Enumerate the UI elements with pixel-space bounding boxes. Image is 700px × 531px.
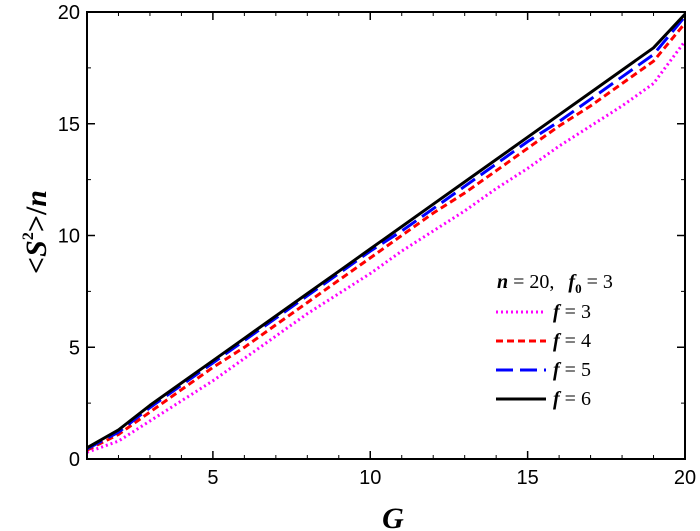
legend-header-n: n [497,271,508,293]
legend-label-eq: = 5 [560,359,591,381]
series-line-4 [86,13,687,450]
legend-label-var: f [553,388,562,410]
legend-label-var: f [553,301,562,323]
x-tick-label: 10 [359,467,381,489]
y-axis-title-lt: < [20,257,53,274]
y-axis-title-n: n [20,190,53,207]
x-tick-label: 5 [207,467,218,489]
y-axis-title-sup: 2 [20,232,37,240]
x-tick-label: 20 [674,467,696,489]
legend-header-f-eq: = 3 [582,271,613,293]
legend-label-eq: = 4 [560,330,591,352]
x-axis-title: G [382,502,404,531]
legend-label-var: f [553,359,562,381]
y-tick-label: 15 [58,114,80,136]
legend-header: n = 20, f0 = 3 [497,271,613,296]
series-layer [86,13,687,454]
legend-header-f-sub: 0 [575,281,582,296]
x-tick-label: 15 [517,467,539,489]
legend-label-4: f = 6 [553,388,591,410]
y-axis-title-gt: >/ [20,206,53,232]
legend-label-eq: = 6 [560,388,591,410]
series-line-1 [86,40,687,454]
legend-label-1: f = 3 [553,301,591,323]
legend-header-f: f [568,271,577,293]
plot-frame [86,11,686,460]
y-axis-title-s: S [20,240,53,257]
y-tick-label: 20 [58,2,80,24]
legend-label-eq: = 3 [560,301,591,323]
y-tick-label: 5 [69,337,80,359]
y-tick-label: 0 [69,449,80,471]
legend-entries: f = 3f = 4f = 5f = 6 [496,301,591,410]
series-line-3 [86,15,687,451]
legend-label-var: f [553,330,562,352]
legend: n = 20, f0 = 3 f = 3f = 4f = 5f = 6 [496,271,613,410]
y-axis-title: <S2>/n [20,190,53,274]
legend-label-2: f = 4 [553,330,591,352]
legend-header-n-eq: = 20, [508,271,554,293]
legend-label-3: f = 5 [553,359,591,381]
y-tick-label: 10 [58,226,80,248]
